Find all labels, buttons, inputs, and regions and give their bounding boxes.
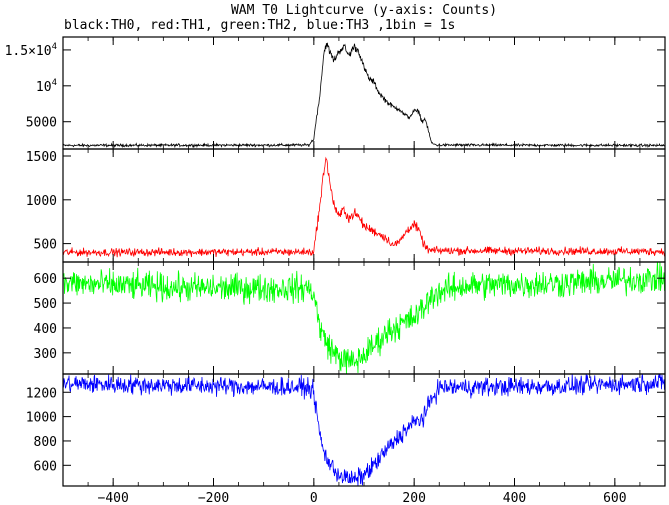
panel-th3: 600 800 1000 1200 [26,373,666,487]
series-line-th3 [63,374,665,486]
y-tick-mantissa: 300 [34,347,57,362]
y-tick-label: 5000 [26,116,57,131]
chart-subtitle: black:TH0, red:TH1, green:TH2, blue:TH3 … [64,18,455,33]
y-tick-mantissa: 1000 [26,194,57,209]
x-tick-label: 200 [402,491,425,505]
panel-th1: 500 1000 1500 [26,148,666,263]
x-tick-label: −400 [98,491,129,505]
series-line-th1 [63,156,665,258]
series-line-th2 [63,262,665,374]
panel-th2: 300 400 500 600 [34,261,666,375]
panels-group: 50001041.5×10450010001500300400500600600… [5,36,666,505]
x-tick-label: −200 [198,491,229,505]
y-tick-mantissa: 800 [34,435,57,450]
y-tick-label: 1500 [26,150,57,165]
x-tick-label: 0 [310,491,318,505]
x-tick-label: 600 [603,491,626,505]
panel-frame [62,148,666,263]
y-tick-label: 1200 [26,386,57,401]
y-tick-label: 104 [36,78,57,95]
panel-frame [62,36,666,150]
y-tick-mantissa: 500 [34,297,57,312]
y-tick-mantissa: 5000 [26,116,57,131]
y-tick-exponent: 4 [52,78,57,88]
y-tick-label: 500 [34,297,57,312]
y-tick-mantissa: 1500 [26,150,57,165]
y-tick-label: 600 [34,459,57,474]
y-tick-label: 500 [34,238,57,253]
chart-title: WAM T0 Lightcurve (y-axis: Counts) [231,3,497,18]
y-tick-mantissa: 500 [34,238,57,253]
y-tick-label: 600 [34,272,57,287]
y-tick-mantissa: 1.5×10 [5,44,52,59]
y-tick-exponent: 4 [52,42,57,52]
y-tick-mantissa: 400 [34,322,57,337]
series-line-th0 [63,42,665,149]
y-tick-mantissa: 600 [34,459,57,474]
y-tick-mantissa: 1000 [26,411,57,426]
y-tick-label: 1000 [26,194,57,209]
y-tick-label: 800 [34,435,57,450]
y-tick-label: 300 [34,347,57,362]
y-tick-mantissa: 1200 [26,386,57,401]
y-tick-mantissa: 600 [34,272,57,287]
panel-frame [62,373,666,487]
x-tick-label: 400 [503,491,526,505]
y-tick-mantissa: 10 [36,80,52,95]
y-tick-label: 1.5×104 [5,42,57,59]
y-tick-label: 400 [34,322,57,337]
y-tick-label: 1000 [26,411,57,426]
